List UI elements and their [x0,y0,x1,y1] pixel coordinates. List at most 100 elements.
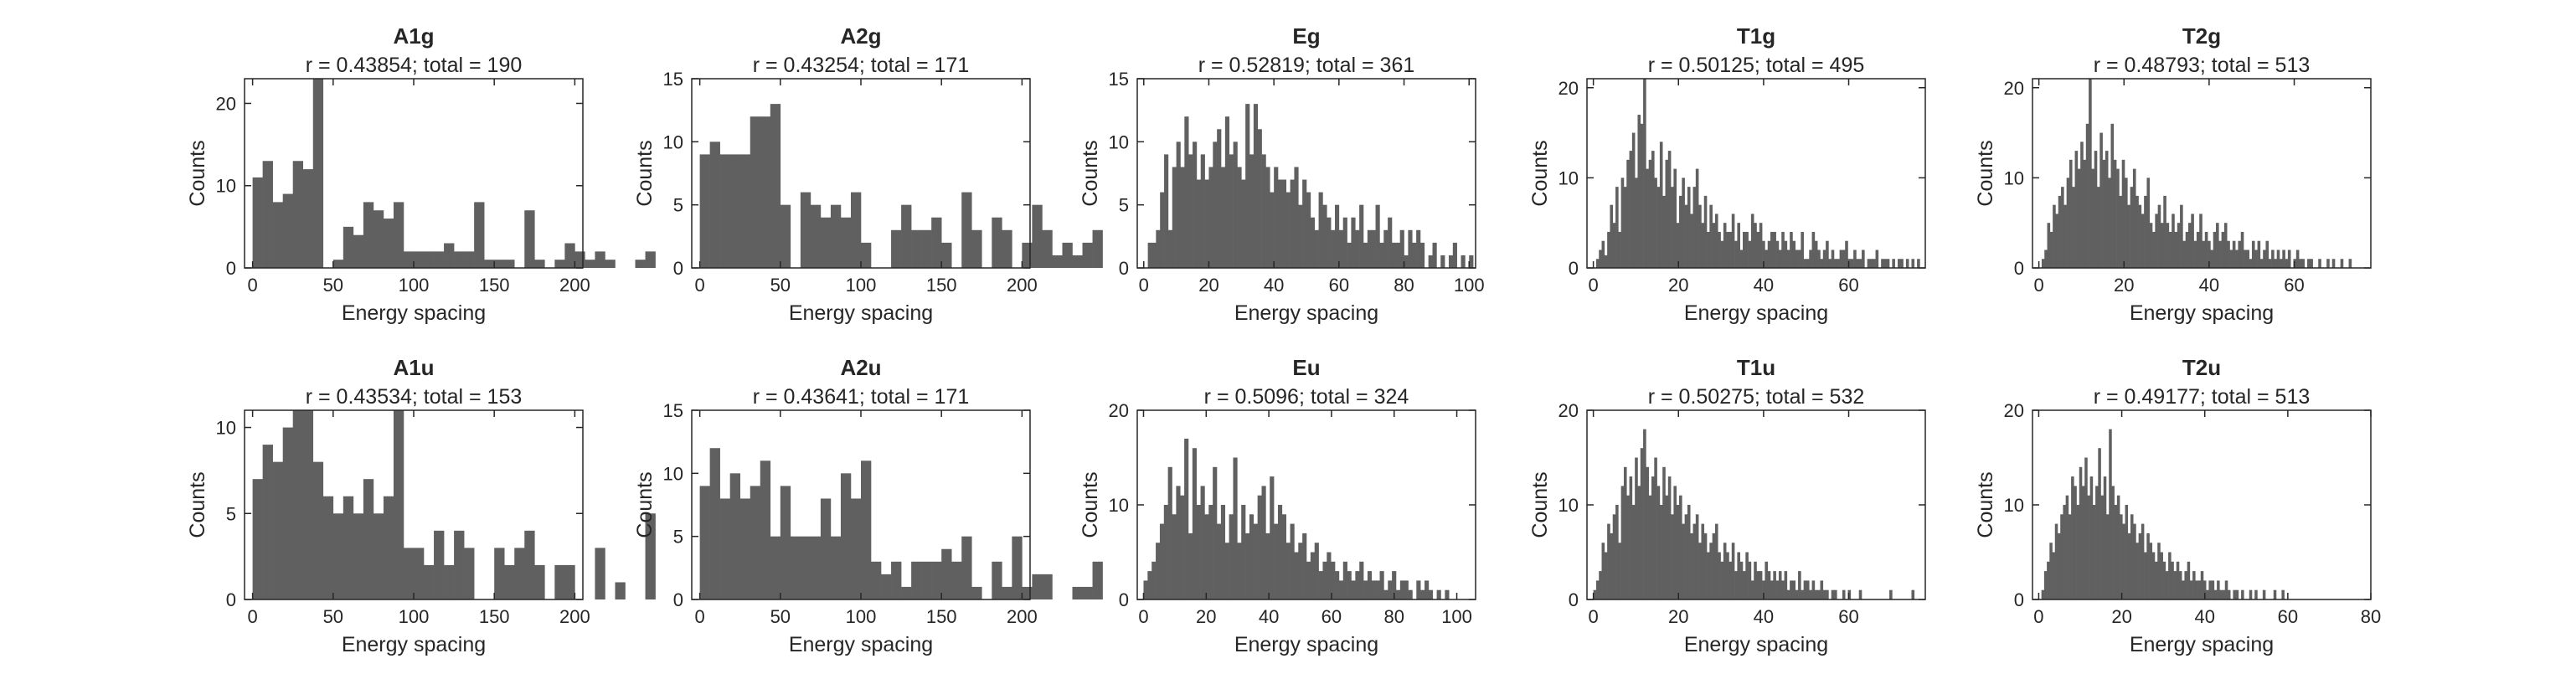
bar-t1g-52 [1737,223,1740,268]
xtick-label-t2u-0: 0 [2033,606,2043,627]
subplot-title-a1g: A1g [393,23,434,49]
bar-a1u-20 [454,530,465,599]
subplot-title-t2u: T2u [2182,355,2221,380]
bar-a2u-1 [709,448,720,599]
bar-eg-52 [1355,229,1360,268]
bar-t2u-35 [2133,523,2136,599]
bar-t2u-34 [2130,514,2134,599]
bar-t2u-68 [2222,589,2226,599]
bar-a2u-30 [1002,586,1012,599]
subplot-title-t2g: T2g [2182,23,2221,49]
bar-t2g-64 [2216,223,2219,268]
bar-eu-22 [1233,457,1238,599]
bar-t2g-86 [2276,250,2280,268]
bar-t2g-97 [2307,259,2311,268]
bar-a2u-19 [891,561,902,599]
bar-t1g-8 [1615,187,1619,268]
bar-a2u-5 [750,486,761,599]
bar-t1g-27 [1667,151,1672,268]
bar-t2g-56 [2193,240,2197,268]
bar-eu-1 [1147,571,1152,599]
xtick-label-a2g-150: 150 [926,275,957,296]
bar-t1g-29 [1673,168,1677,268]
bar-t2g-36 [2138,204,2142,268]
bar-t1g-49 [1728,231,1733,268]
bar-eu-46 [1331,561,1336,599]
xtick-label-t1u-20: 20 [1668,606,1688,627]
bar-t1u-19 [1646,466,1649,599]
bar-t1g-38 [1698,204,1702,268]
bar-t1u-14 [1631,505,1636,599]
axes-box-eg [1136,78,1476,269]
bar-t1u-2 [1599,571,1602,599]
bar-t1g-77 [1806,259,1810,268]
bar-eg-1 [1147,242,1152,268]
y-axis-label-a2u: Counts [633,471,657,538]
bar-eu-2 [1151,561,1157,599]
subplot-title-eg: Eg [1292,23,1320,49]
bar-t1u-17 [1640,448,1644,599]
bar-eu-23 [1237,543,1242,599]
bar-eu-54 [1363,580,1368,599]
bar-t1g-25 [1662,195,1666,268]
bar-eg-16 [1208,167,1213,268]
bar-t2g-85 [2274,259,2277,268]
bar-eu-19 [1220,505,1226,599]
bar-t2u-3 [2047,561,2050,599]
bar-t2g-5 [2053,204,2056,268]
bar-a1u-10 [353,513,364,599]
subplot-subtitle-t1g: r = 0.50125; total = 495 [1648,54,1865,77]
x-axis-label-t2u: Energy spacing [2130,633,2274,656]
bar-t1g-86 [1831,250,1835,268]
bar-a1u-8 [332,513,344,599]
bar-a1g-3 [282,193,294,268]
bar-a1u-24 [494,548,505,599]
bar-a2g-10 [800,192,811,268]
bar-a2u-20 [901,586,912,599]
bar-eu-11 [1188,533,1193,599]
ytick-label-a1u-10: 10 [216,418,236,439]
bar-a1g-35 [605,260,616,268]
bar-t2u-50 [2173,571,2177,599]
bar-t1g-60 [1759,223,1763,268]
bar-t1g-10 [1620,178,1625,268]
bar-t1g-68 [1781,231,1785,268]
bar-t2g-32 [2127,204,2130,268]
bar-t2u-28 [2114,505,2118,599]
bar-t2u-29 [2116,495,2120,599]
xtick-label-eu-20: 20 [1196,606,1216,627]
bar-a2u-29 [992,561,1002,599]
bar-t2u-61 [2202,580,2207,599]
xtick-label-eu-60: 60 [1321,606,1342,627]
bar-a2u-9 [790,536,801,599]
bar-eg-35 [1285,192,1291,268]
bar-a1u-3 [282,427,294,599]
bar-t2g-31 [2125,178,2128,268]
bar-t2u-52 [2178,571,2182,599]
subplot-title-a2g: A2g [840,23,881,49]
bar-t1u-11 [1623,466,1627,599]
bar-eg-22 [1233,141,1238,268]
bar-t1g-31 [1679,195,1682,268]
ytick-label-a2u-5: 5 [673,527,683,548]
bar-t1g-17 [1640,123,1644,268]
bar-a1u-7 [322,496,334,599]
bar-a1g-22 [474,202,485,268]
bar-eu-12 [1192,448,1197,599]
xtick-label-a1u-200: 200 [559,606,590,627]
bar-t1g-44 [1714,214,1718,268]
bar-eu-56 [1371,580,1376,599]
ytick-label-t2u-10: 10 [2004,495,2024,516]
bar-a2g-7 [770,104,781,268]
bar-eu-69 [1425,580,1430,599]
xtick-label-t1g-20: 20 [1668,275,1688,296]
bar-t1g-11 [1623,187,1627,268]
ytick-label-a1g-0: 0 [226,258,236,279]
bar-a2u-4 [739,498,751,599]
bar-t2g-53 [2185,231,2189,268]
bar-eg-43 [1318,192,1323,268]
bar-t1u-57 [1750,580,1754,599]
bar-eg-24 [1241,179,1246,268]
bar-t1g-73 [1795,250,1799,268]
